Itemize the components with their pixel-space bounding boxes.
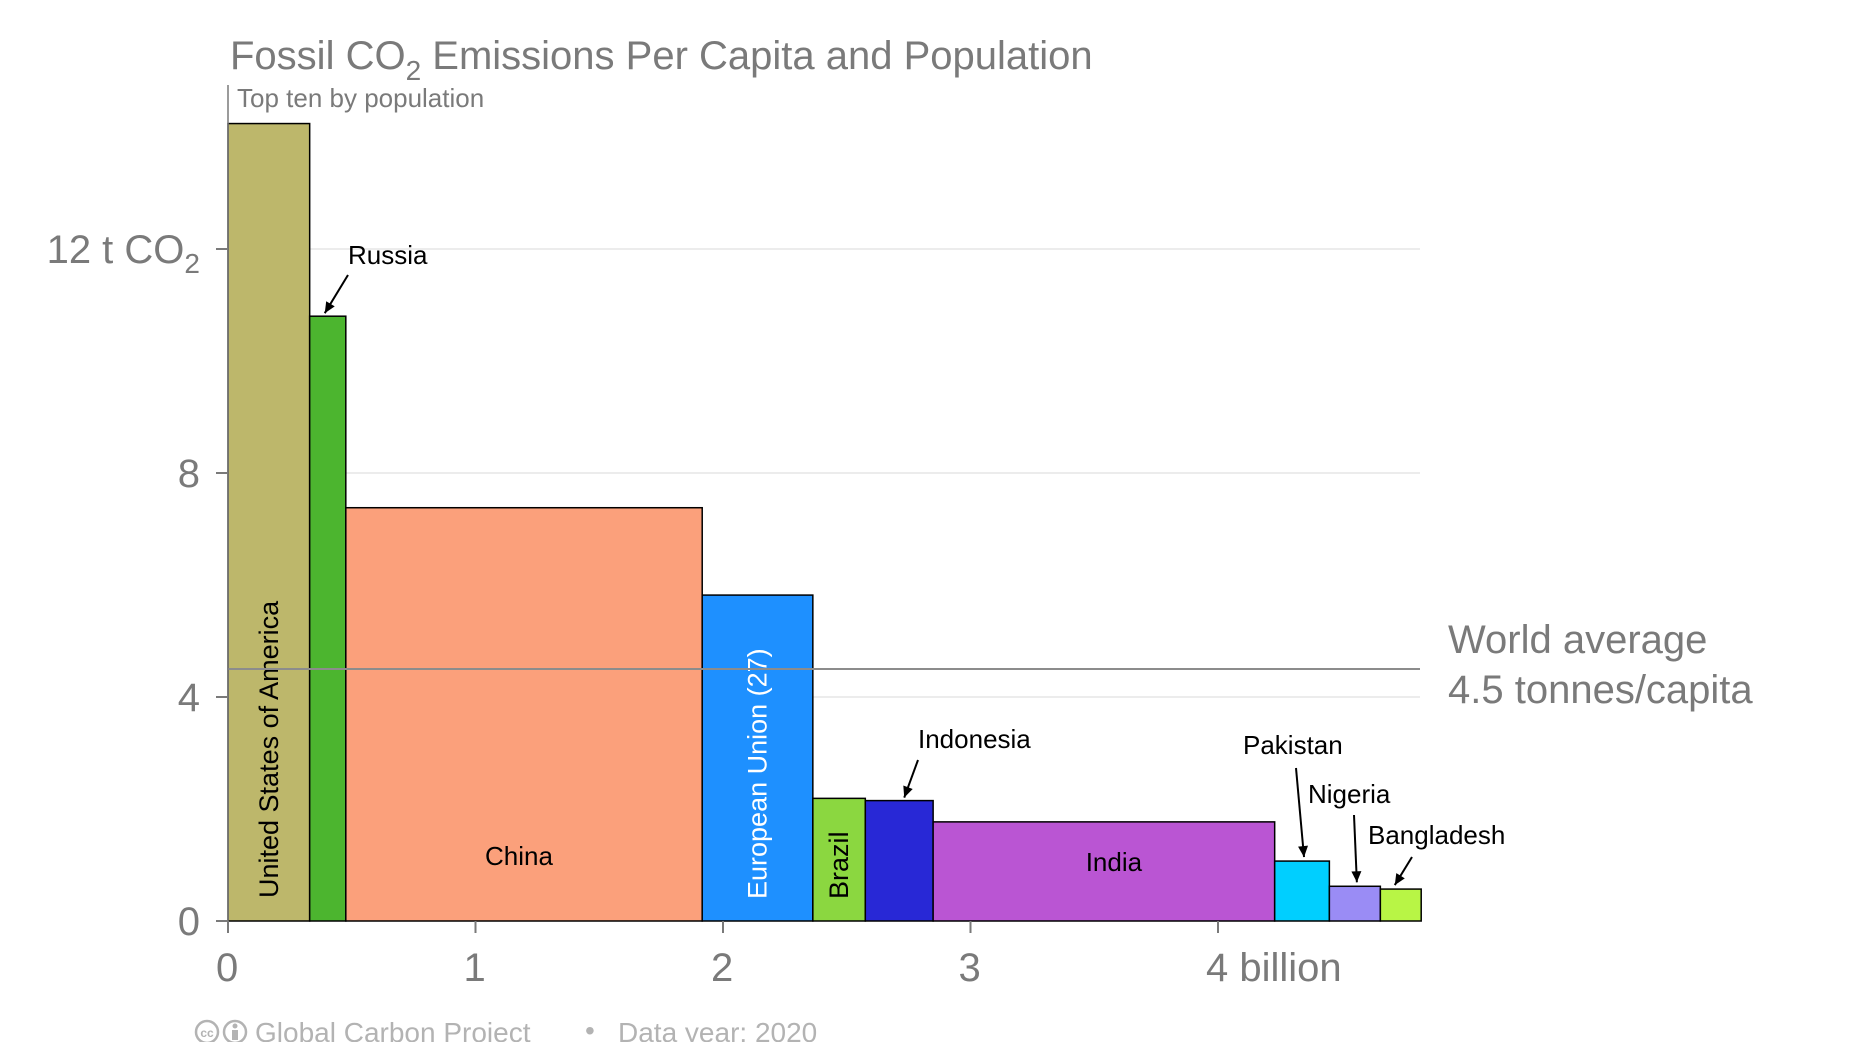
pakistan-arrowhead xyxy=(1298,845,1309,858)
chart-subtitle: Top ten by population xyxy=(237,83,484,113)
x-tick-label-2: 2 xyxy=(711,946,733,990)
russia-arrowhead xyxy=(324,301,335,314)
y-tick-label-8: 8 xyxy=(178,452,200,496)
bar-nigeria xyxy=(1328,885,1382,922)
bar-china xyxy=(345,506,703,922)
footer-separator: • xyxy=(585,1015,595,1042)
footer-data-year: Data year: 2020 xyxy=(618,1017,817,1042)
bar-label-indonesia: Indonesia xyxy=(918,724,1031,754)
cc-icon: cc xyxy=(194,1019,220,1042)
footer-source: Global Carbon Project xyxy=(255,1017,531,1042)
bar-label-pakistan: Pakistan xyxy=(1243,730,1343,760)
bar-label-united-states-of-america: United States of America xyxy=(254,600,284,898)
chart-title: Fossil CO2 Emissions Per Capita and Popu… xyxy=(230,34,1093,86)
bar-label-china: China xyxy=(485,841,553,871)
x-tick-label-1: 1 xyxy=(464,946,486,990)
bar-label-brazil: Brazil xyxy=(824,831,854,899)
bar-brazil xyxy=(812,797,867,922)
pakistan-arrow xyxy=(1295,767,1306,858)
bars xyxy=(227,122,1422,922)
nigeria-arrowhead xyxy=(1351,871,1362,883)
bangladesh-arrowhead xyxy=(1394,873,1405,886)
bar-label-european-union-27-: European Union (27) xyxy=(743,648,773,899)
bar-label-nigeria: Nigeria xyxy=(1308,779,1391,809)
axes: 0 4 8 12 t CO2 0 1 2 3 4 billion xyxy=(47,85,1342,990)
bar-european-union-27- xyxy=(701,594,814,922)
svg-text:cc: cc xyxy=(200,1026,214,1040)
by-attribution-icon xyxy=(222,1019,248,1042)
world-average: World average 4.5 tonnes/capita xyxy=(228,618,1753,712)
y-tick-label-12: 12 t CO2 xyxy=(47,228,200,279)
indonesia-arrowhead xyxy=(903,785,913,798)
x-tick-label-0: 0 xyxy=(216,946,238,990)
y-tick-label-0: 0 xyxy=(178,900,200,944)
bar-indonesia xyxy=(864,799,934,922)
x-tick-label-3: 3 xyxy=(959,946,981,990)
bar-label-india: India xyxy=(1086,847,1143,877)
x-tick-label-4: 4 billion xyxy=(1206,946,1342,990)
bar-india xyxy=(932,821,1276,922)
world-average-label-line2: 4.5 tonnes/capita xyxy=(1448,668,1753,712)
bar-label-bangladesh: Bangladesh xyxy=(1368,820,1505,850)
bar-labels: United States of America Russia China Europ… xyxy=(254,240,1506,899)
world-average-label-line1: World average xyxy=(1448,618,1707,662)
bar-russia xyxy=(308,315,347,922)
bar-united-states-of-america xyxy=(227,122,311,922)
y-tick-label-4: 4 xyxy=(178,676,200,720)
bar-pakistan xyxy=(1273,860,1331,922)
bar-bangladesh xyxy=(1379,888,1422,922)
nigeria-arrow xyxy=(1353,814,1358,883)
bar-label-russia: Russia xyxy=(348,240,428,270)
footer: cc Global Carbon Project • Data year: 20… xyxy=(194,1015,817,1042)
